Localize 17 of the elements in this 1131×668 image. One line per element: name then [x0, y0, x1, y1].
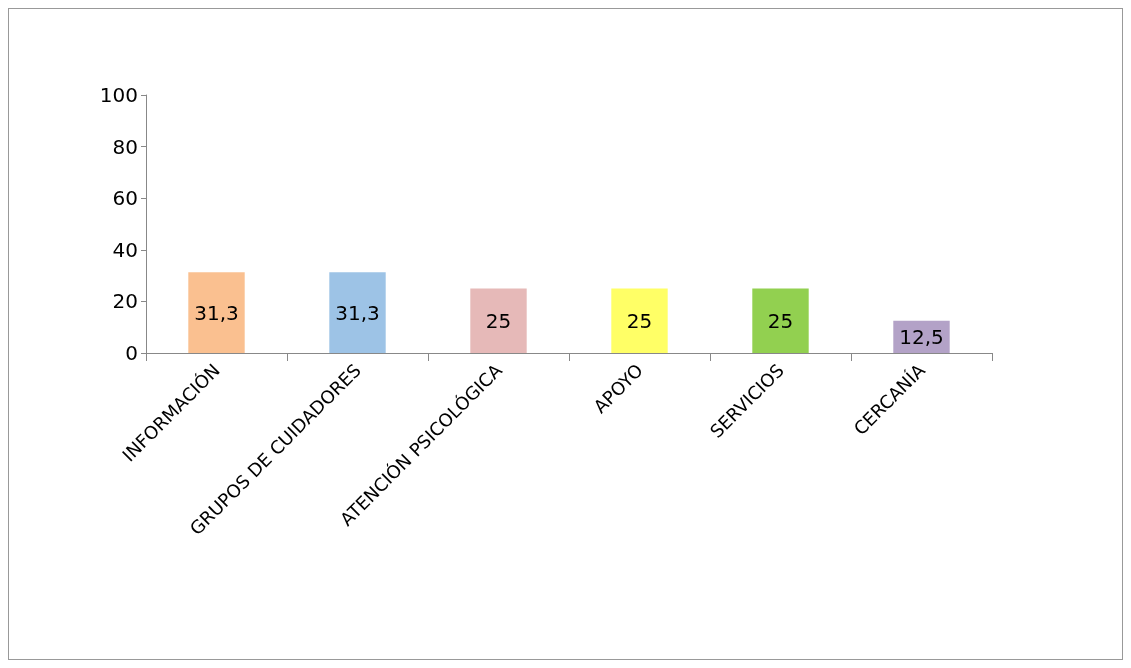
- bar: [752, 288, 809, 353]
- data-label: 25: [485, 308, 512, 333]
- y-tick-label: 20: [112, 289, 138, 314]
- data-label: 31,3: [335, 300, 380, 325]
- data-label: 25: [767, 308, 794, 333]
- y-tick-label: 80: [112, 134, 138, 159]
- bar: [611, 288, 668, 353]
- bar: [188, 272, 245, 353]
- data-label: 31,3: [194, 300, 239, 325]
- bar: [329, 272, 386, 353]
- y-tick-label: 60: [112, 186, 138, 211]
- bar: [470, 288, 527, 353]
- data-label: 25: [626, 308, 653, 333]
- y-tick-label: 0: [125, 341, 138, 365]
- y-tick-label: 100: [99, 83, 138, 107]
- y-tick-label: 40: [112, 237, 138, 262]
- data-label: 12,5: [899, 324, 944, 349]
